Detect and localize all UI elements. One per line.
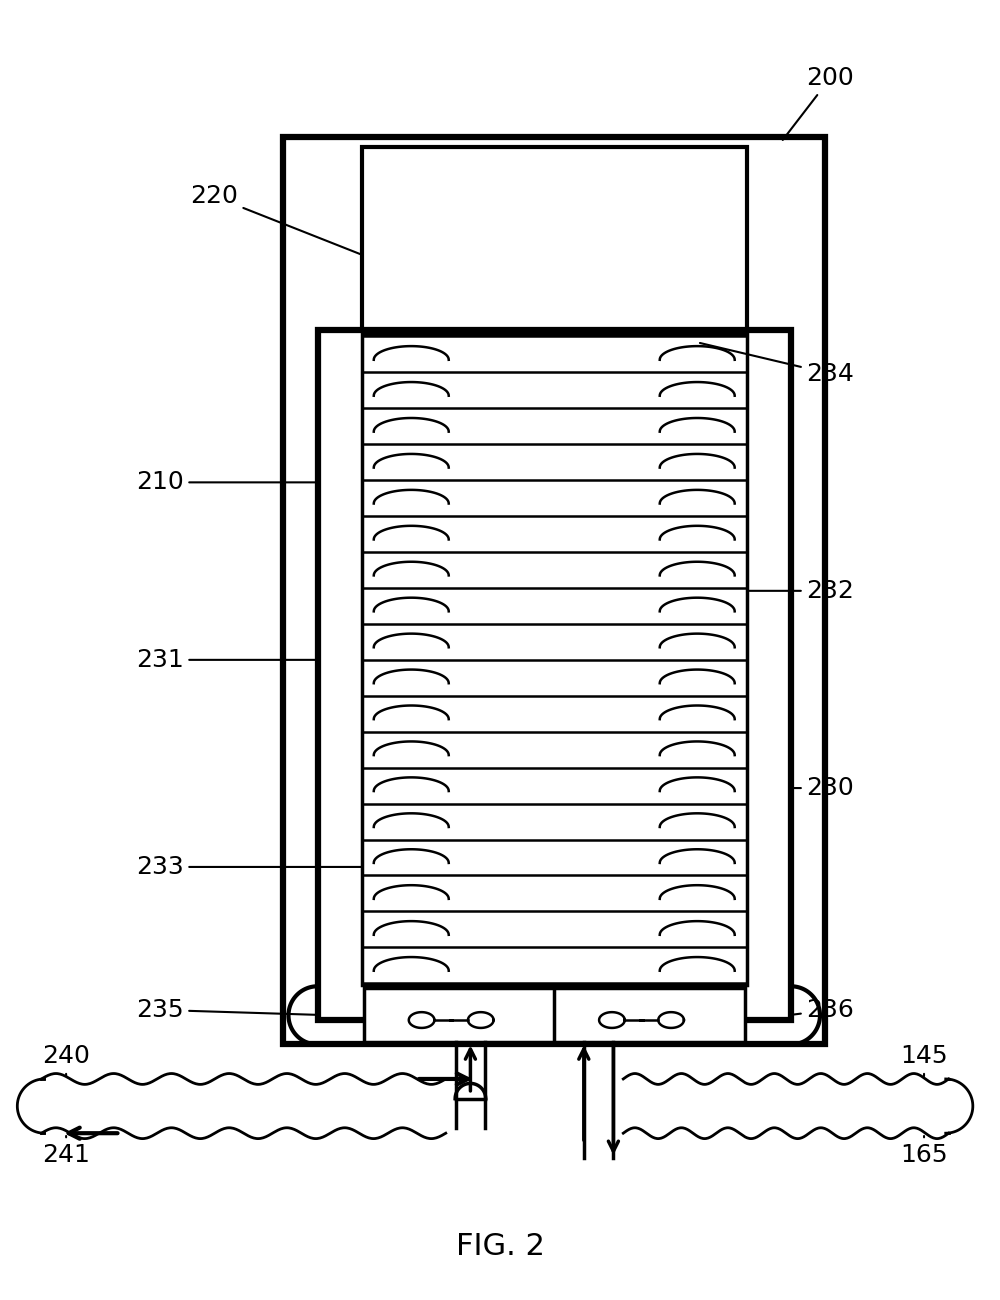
Text: 220: 220 <box>190 185 361 255</box>
Text: 200: 200 <box>783 66 854 140</box>
Bar <box>362 147 747 344</box>
Text: 235: 235 <box>136 998 315 1022</box>
Text: 233: 233 <box>136 855 361 879</box>
Text: 165: 165 <box>900 1136 948 1167</box>
Text: 236: 236 <box>794 998 854 1022</box>
Text: 241: 241 <box>42 1136 90 1167</box>
Bar <box>362 334 747 985</box>
Text: 230: 230 <box>794 776 854 800</box>
Text: 232: 232 <box>749 578 854 603</box>
Text: FIG. 2: FIG. 2 <box>456 1232 544 1261</box>
Text: 240: 240 <box>42 1044 90 1076</box>
Bar <box>283 138 825 1044</box>
Text: 234: 234 <box>700 343 854 386</box>
Text: 210: 210 <box>136 471 318 494</box>
Text: 231: 231 <box>136 647 318 672</box>
Bar <box>364 988 745 1043</box>
Bar <box>318 329 791 1019</box>
Text: 145: 145 <box>900 1044 948 1076</box>
